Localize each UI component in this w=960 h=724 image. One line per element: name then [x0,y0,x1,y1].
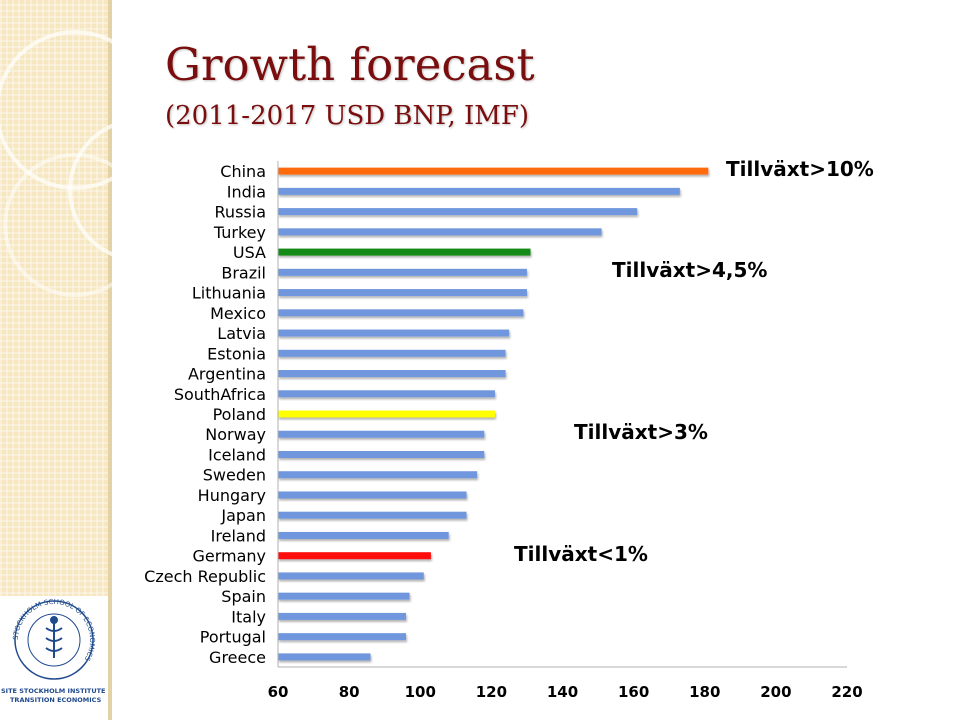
decorative-rings [0,30,212,297]
y-tick-label-hungary: Hungary [198,486,266,505]
y-tick-label-italy: Italy [231,607,266,626]
annotation-label: Tillväxt>4,5% [612,258,768,283]
bar-portugal [278,633,407,641]
y-tick-label-turkey: Turkey [213,223,266,242]
y-tick-label-mexico: Mexico [210,304,266,323]
y-tick-label-japan: Japan [220,506,266,525]
annotation-label: Tillväxt<1% [514,541,648,566]
logo-caption-line2: TRANSITION ECONOMICS [10,696,102,704]
bar-poland [278,410,495,418]
bar-greece [278,653,371,661]
annotation-label: Tillväxt>10% [726,157,874,182]
x-tick-label: 100 [405,683,436,701]
logo-caption-line1: SITE STOCKHOLM INSTITUTE OF [1,687,108,695]
bar-turkey [278,228,602,236]
x-tick-label: 140 [547,683,578,701]
y-tick-label-norway: Norway [205,425,266,444]
bar-iceland [278,450,485,458]
y-tick-label-ireland: Ireland [211,526,266,545]
x-tick-label: 120 [476,683,507,701]
bar-ireland [278,531,449,539]
x-tick-label: 60 [268,683,289,701]
y-tick-label-germany: Germany [192,547,266,566]
x-tick-label: 180 [689,683,720,701]
y-tick-label-czech-republic: Czech Republic [144,567,266,586]
logo-outer-ring [14,600,94,680]
bars [278,167,709,661]
caduceus-icon [45,616,63,658]
bar-hungary [278,491,467,499]
decorative-ring [0,30,155,190]
x-tick-label: 200 [760,683,791,701]
y-tick-label-poland: Poland [213,405,266,424]
y-tick-label-argentina: Argentina [188,365,266,384]
y-tick-label-spain: Spain [221,587,266,606]
logo-inner-ring [27,613,81,667]
bar-russia [278,208,638,216]
y-tick-label-iceland: Iceland [208,445,266,464]
y-tick-label-lithuania: Lithuania [192,284,266,303]
y-tick-label-brazil: Brazil [221,263,266,282]
y-tick-label-portugal: Portugal [200,628,266,647]
bar-china [278,167,709,175]
bar-japan [278,511,467,519]
bar-india [278,187,680,195]
bar-usa [278,248,531,256]
bar-italy [278,612,407,620]
bar-mexico [278,309,524,317]
x-tick-label: 80 [339,683,360,701]
y-tick-label-estonia: Estonia [207,344,266,363]
bar-czech-republic [278,572,424,580]
bar-estonia [278,349,506,357]
bar-spain [278,592,410,600]
y-tick-label-sweden: Sweden [203,466,266,485]
y-tick-label-southafrica: SouthAfrica [174,385,266,404]
y-tick-label-russia: Russia [215,203,266,222]
x-tick-label: 220 [831,683,862,701]
y-tick-label-greece: Greece [209,648,266,667]
sidebar-edge [108,0,112,720]
bar-lithuania [278,289,527,297]
slide-subtitle: (2011-2017 USD BNP, IMF) [165,101,530,131]
bar-norway [278,430,485,438]
bar-brazil [278,268,527,276]
decorative-ring [68,118,212,262]
bar-argentina [278,370,506,378]
y-tick-label-india: India [227,182,266,201]
decorative-ring [3,153,147,297]
bar-southafrica [278,390,495,398]
x-tick-label: 160 [618,683,649,701]
annotation-label: Tillväxt>3% [574,420,708,445]
slide-title: Growth forecast [165,38,535,91]
bar-latvia [278,329,510,337]
bar-germany [278,552,431,560]
y-tick-label-china: China [220,162,266,181]
sse-logo: STOCKHOLM SCHOOL OF ECONOMICS SITE STOCK… [0,596,118,720]
bar-sweden [278,471,478,479]
x-axis-labels: 60 80 100 120 140 160 180 200 220 [268,683,863,701]
y-tick-label-usa: USA [233,243,266,262]
y-tick-label-latvia: Latvia [217,324,266,343]
